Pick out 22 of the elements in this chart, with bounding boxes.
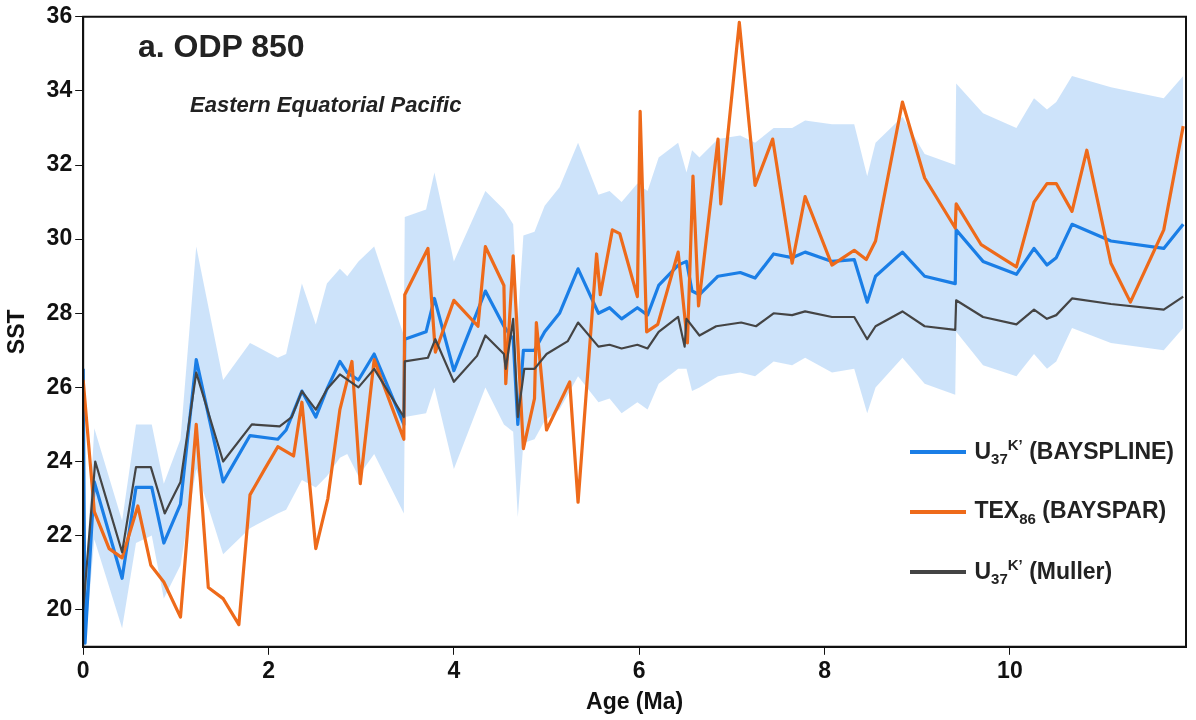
y-axis-title: SST: [3, 309, 30, 355]
y-tick-label: 24: [46, 446, 73, 473]
y-tick-label: 34: [46, 76, 73, 103]
y-tick-label: 30: [46, 224, 73, 251]
y-tick-label: 26: [46, 372, 73, 399]
y-tick-label: 28: [46, 298, 73, 325]
chart-title: a. ODP 850: [138, 28, 305, 65]
text: Eastern Equatorial Pacific: [190, 92, 462, 118]
x-tick-label: 8: [818, 656, 832, 683]
y-tick-label: 22: [46, 520, 73, 547]
x-tick-label: 4: [447, 656, 461, 683]
y-tick-label: 36: [46, 2, 73, 29]
x-tick-label: 2: [262, 656, 275, 683]
x-tick-label: 6: [632, 656, 646, 683]
x-tick-label: 0: [76, 656, 90, 683]
legend-label: U$_{37}$$^{K’}$ (Muller): [974, 556, 1113, 588]
x-tick-label: 10: [997, 656, 1023, 683]
x-axis-title: Age (Ma): [586, 687, 684, 714]
legend-label: TEX$_{86}$ (BAYSPAR): [974, 497, 1167, 527]
y-tick-label: 20: [46, 595, 73, 622]
legend-label: U$_{37}$$^{K’}$ (BAYSPLINE): [974, 436, 1174, 468]
y-tick-label: 32: [46, 150, 73, 177]
